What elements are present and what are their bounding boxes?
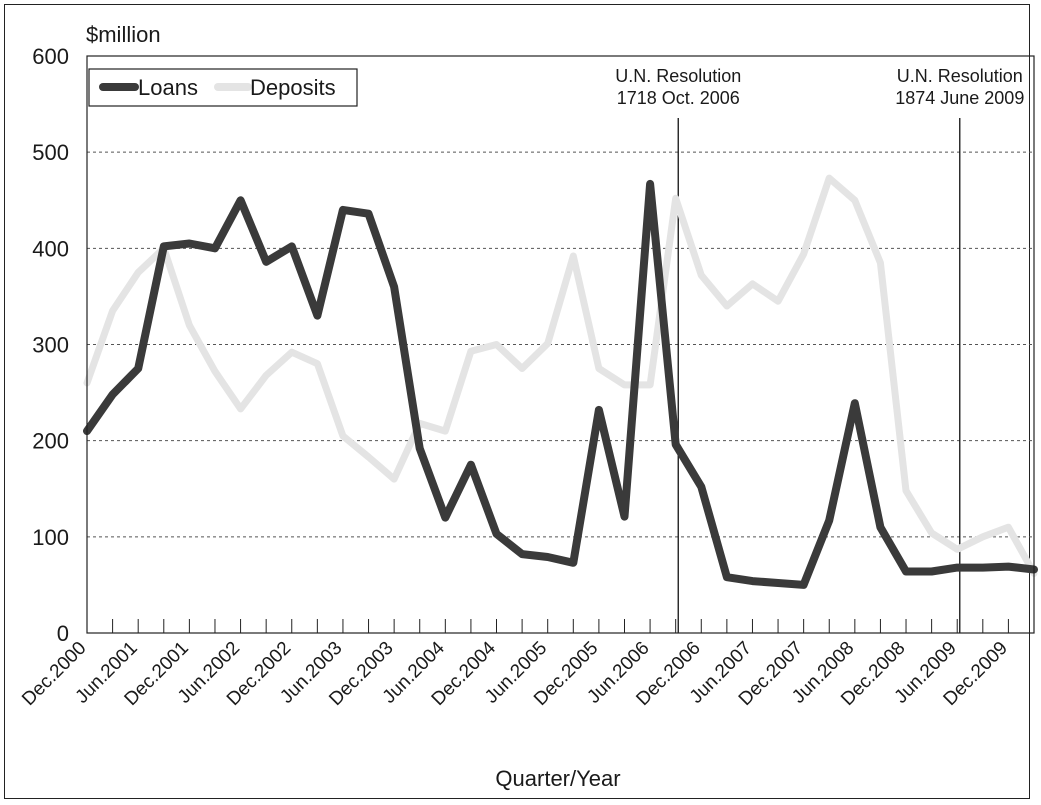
y-tick-label: 0	[57, 621, 69, 646]
x-tick-labels: Dec.2000Jun.2001Dec.2001Jun.2002Dec.2002…	[18, 637, 1012, 710]
annotation-text: 1718 Oct. 2006	[617, 88, 740, 108]
annotation-text: U.N. Resolution	[615, 66, 741, 86]
legend-label-deposits: Deposits	[250, 75, 336, 100]
y-tick-label: 400	[32, 236, 69, 261]
y-tick-label: 600	[32, 44, 69, 69]
legend: Loans Deposits	[88, 68, 358, 107]
y-axis-title: $million	[86, 22, 161, 47]
y-tick-label: 100	[32, 525, 69, 550]
x-axis-title: Quarter/Year	[495, 766, 620, 791]
series-line-deposits	[83, 174, 1038, 577]
x-tick-marks	[86, 619, 1035, 633]
y-tick-label: 500	[32, 140, 69, 165]
annotation-text: 1874 June 2009	[895, 88, 1024, 108]
series-line-loans	[83, 179, 1038, 589]
series-layer	[83, 174, 1038, 589]
grid-layer	[87, 151, 1034, 538]
y-tick-label: 200	[32, 429, 69, 454]
chart-frame	[4, 4, 1030, 799]
y-tick-label: 300	[32, 333, 69, 358]
y-tick-labels: 0 100 200 300 400 500 600	[32, 44, 69, 646]
plot-area	[86, 55, 1035, 634]
annotation-text: U.N. Resolution	[897, 66, 1023, 86]
legend-label-loans: Loans	[138, 75, 198, 100]
